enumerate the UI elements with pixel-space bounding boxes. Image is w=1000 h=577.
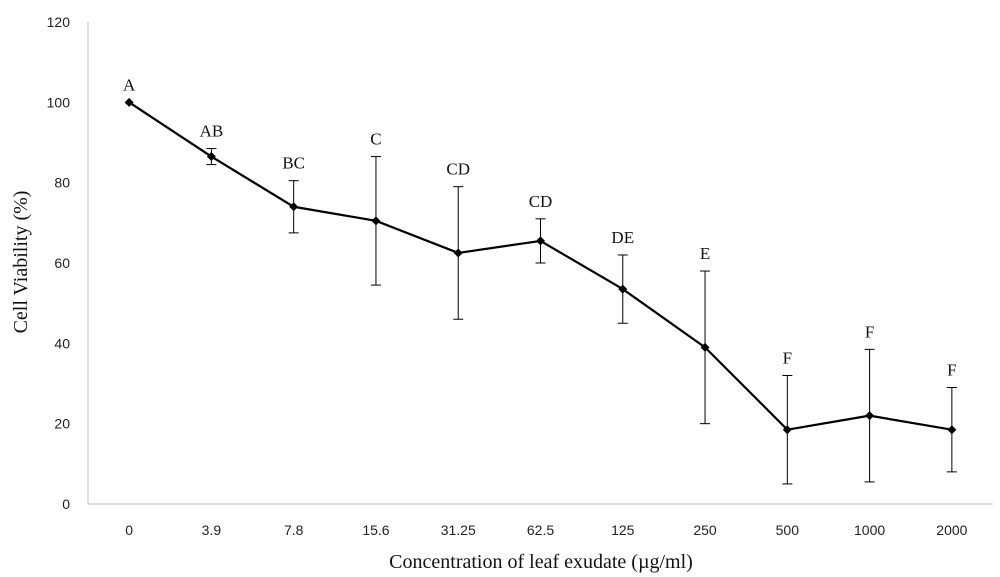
data-point [700, 342, 710, 352]
y-tick-label: 100 [47, 94, 71, 110]
y-tick-label: 0 [62, 496, 70, 512]
y-tick-label: 20 [54, 416, 70, 432]
significance-letter: DE [611, 228, 634, 247]
data-point [124, 97, 134, 107]
data-point [536, 236, 545, 246]
y-axis-title: Cell Viability (%) [10, 191, 32, 334]
x-tick-label: 250 [693, 522, 717, 538]
significance-letter: CD [446, 160, 470, 179]
y-tick-label: 40 [54, 335, 70, 351]
significance-letter: BC [282, 154, 305, 173]
series-polyline [128, 101, 953, 431]
x-tick-label: 2000 [936, 522, 967, 538]
x-tick-label: 125 [611, 522, 635, 538]
data-points [124, 97, 957, 435]
significance-letter: E [700, 244, 710, 263]
data-point [865, 411, 875, 421]
significance-letters: A AB BC C CD CD DE E F F F [123, 75, 957, 379]
series-line [128, 101, 953, 431]
significance-letter: CD [529, 192, 553, 211]
y-tick-label: 120 [47, 14, 71, 30]
x-tick-label: 15.6 [362, 522, 389, 538]
data-point [947, 425, 957, 435]
data-point [618, 284, 628, 294]
x-tick-label: 3.9 [202, 522, 222, 538]
data-point [289, 202, 299, 212]
x-tick-label: 7.8 [284, 522, 304, 538]
x-tick-label: 0 [125, 522, 133, 538]
error-bars [206, 148, 957, 485]
significance-letter: A [123, 75, 136, 94]
y-tick-label: 60 [54, 255, 70, 271]
x-tick-label: 62.5 [527, 522, 554, 538]
significance-letter: F [783, 348, 792, 367]
significance-letter: AB [200, 122, 224, 141]
y-tick-label: 80 [54, 175, 70, 191]
x-tick-label: 1000 [854, 522, 885, 538]
x-tick-label: 31.25 [441, 522, 476, 538]
x-axis-title: Concentration of leaf exudate (µg/ml) [389, 551, 693, 573]
x-axis: 0 3.9 7.8 15.6 31.25 62.5 125 250 500 1000 2000 [88, 503, 993, 538]
data-point [453, 248, 463, 258]
significance-letter: F [947, 361, 956, 380]
significance-letter: C [370, 130, 381, 149]
data-point [206, 152, 216, 162]
data-point [782, 425, 792, 435]
data-point [371, 216, 381, 226]
significance-letter: F [865, 322, 874, 341]
x-tick-label: 500 [776, 522, 800, 538]
y-axis: 0 20 40 60 80 100 120 [47, 14, 89, 512]
